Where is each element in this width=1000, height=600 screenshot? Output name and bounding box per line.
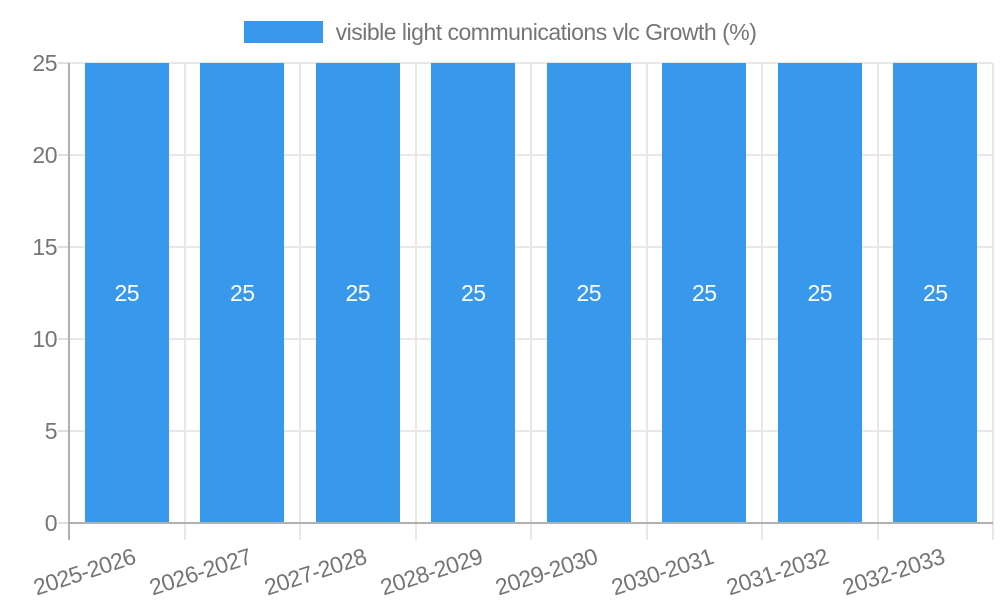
bar[interactable]: 25 <box>315 63 400 523</box>
y-tick-mark <box>58 62 69 64</box>
bar-value-label: 25 <box>576 279 602 306</box>
y-axis-line <box>68 63 70 540</box>
bar-value-label: 25 <box>460 279 486 306</box>
bar-value-label: 25 <box>345 279 371 306</box>
bar[interactable]: 25 <box>662 63 747 523</box>
y-tick-mark <box>58 154 69 156</box>
bar-value-label: 25 <box>114 279 140 306</box>
bar-value-label: 25 <box>229 279 255 306</box>
legend-label: visible light communications vlc Growth … <box>335 19 757 45</box>
x-axis-category-label: 2032-2033 <box>838 543 948 600</box>
y-axis-tick-label: 5 <box>44 418 58 444</box>
y-axis-tick-label: 25 <box>32 50 57 76</box>
y-tick-mark <box>58 430 69 432</box>
x-axis-category-label: 2029-2030 <box>492 543 601 600</box>
legend-item[interactable]: visible light communications vlc Growth … <box>243 19 757 45</box>
y-axis-tick-label: 20 <box>32 142 57 168</box>
bar[interactable]: 25 <box>200 63 285 523</box>
x-gridline <box>530 63 532 540</box>
bar-value-label: 25 <box>807 279 833 306</box>
y-axis-tick-label: 0 <box>44 510 58 536</box>
x-axis-category-label: 2027-2028 <box>261 543 370 600</box>
bar[interactable]: 25 <box>84 63 169 523</box>
bar[interactable]: 25 <box>546 63 631 523</box>
x-gridline <box>414 63 417 540</box>
bar[interactable]: 25 <box>431 63 516 523</box>
y-tick-mark <box>58 338 69 340</box>
legend-swatch <box>243 21 323 43</box>
legend: visible light communications vlc Growth … <box>0 19 1000 45</box>
x-gridline <box>992 63 994 540</box>
bar-value-label: 25 <box>691 279 717 306</box>
x-gridline <box>299 63 301 540</box>
bar-value-label: 25 <box>922 279 948 306</box>
x-gridline <box>876 63 879 540</box>
y-axis-tick-label: 15 <box>32 234 57 260</box>
y-tick-mark <box>58 246 69 248</box>
x-axis-category-label: 2026-2027 <box>145 543 255 600</box>
x-axis-category-label: 2031-2032 <box>723 543 832 600</box>
x-axis-category-label: 2028-2029 <box>376 543 486 600</box>
x-axis-line <box>69 522 993 524</box>
x-gridline <box>761 63 763 540</box>
x-axis-category-label: 2030-2031 <box>607 543 717 600</box>
x-gridline <box>645 63 648 540</box>
x-gridline <box>183 63 186 540</box>
bar[interactable]: 25 <box>777 63 862 523</box>
x-axis-category-label: 2025-2026 <box>30 543 139 600</box>
y-axis-tick-label: 10 <box>32 326 57 352</box>
bar[interactable]: 25 <box>893 63 978 523</box>
y-tick-mark <box>58 522 69 524</box>
